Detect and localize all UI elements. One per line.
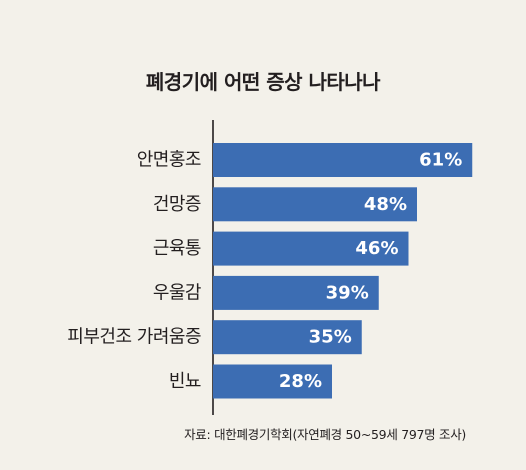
value-label: 61% xyxy=(419,150,462,171)
bar xyxy=(213,187,417,222)
category-label: 건망증 xyxy=(153,194,201,215)
source-note: 자료: 대한폐경기학회(자연폐경 50~59세 797명 조사) xyxy=(184,427,466,442)
bar xyxy=(213,275,379,310)
category-label: 우울감 xyxy=(153,282,201,303)
category-label: 빈뇨 xyxy=(169,371,201,392)
bar xyxy=(213,364,332,399)
bar xyxy=(213,320,362,355)
value-label: 48% xyxy=(364,194,407,215)
category-label: 근육통 xyxy=(153,238,201,259)
chart-title: 폐경기에 어떤 증상 나타나나 xyxy=(145,70,381,94)
category-label: 안면홍조 xyxy=(137,150,201,171)
value-label: 35% xyxy=(309,327,352,348)
bar xyxy=(213,143,473,177)
value-label: 46% xyxy=(355,238,398,259)
category-label: 피부건조 가려움증 xyxy=(67,327,201,348)
value-label: 28% xyxy=(279,371,322,392)
bar xyxy=(213,231,409,266)
value-label: 39% xyxy=(326,282,369,303)
